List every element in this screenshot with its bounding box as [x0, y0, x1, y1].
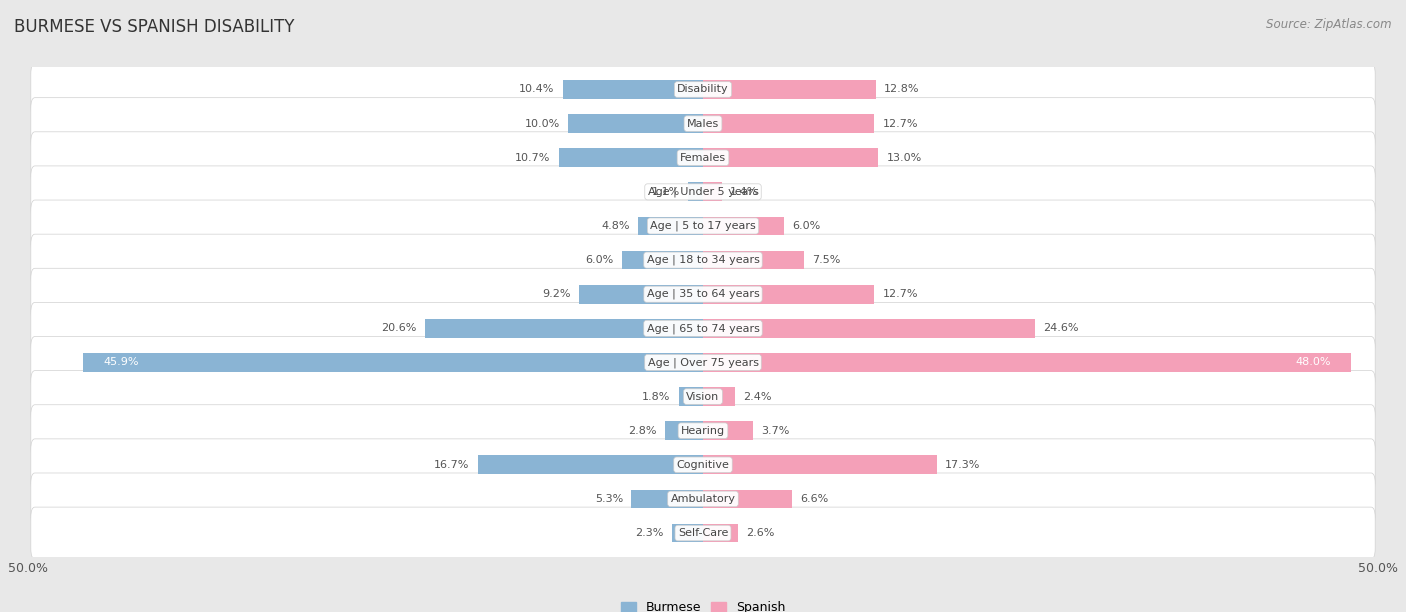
- FancyBboxPatch shape: [31, 268, 1375, 320]
- FancyBboxPatch shape: [31, 371, 1375, 422]
- Bar: [703, 524, 738, 542]
- Bar: [703, 285, 875, 304]
- Text: 6.6%: 6.6%: [800, 494, 828, 504]
- Bar: [679, 387, 703, 406]
- Text: 2.8%: 2.8%: [628, 426, 657, 436]
- Text: 12.7%: 12.7%: [883, 289, 918, 299]
- Text: Disability: Disability: [678, 84, 728, 94]
- Text: 24.6%: 24.6%: [1043, 323, 1078, 334]
- Bar: [665, 421, 703, 440]
- Text: 2.4%: 2.4%: [744, 392, 772, 401]
- Bar: [703, 319, 1035, 338]
- Bar: [703, 148, 879, 167]
- FancyBboxPatch shape: [31, 302, 1375, 354]
- Bar: [703, 490, 792, 509]
- Bar: [688, 182, 703, 201]
- Text: 1.4%: 1.4%: [730, 187, 758, 197]
- Text: 17.3%: 17.3%: [945, 460, 980, 470]
- Text: 1.8%: 1.8%: [643, 392, 671, 401]
- Text: Age | 5 to 17 years: Age | 5 to 17 years: [650, 221, 756, 231]
- Text: Hearing: Hearing: [681, 426, 725, 436]
- Text: 1.1%: 1.1%: [652, 187, 681, 197]
- Text: 10.7%: 10.7%: [515, 153, 551, 163]
- FancyBboxPatch shape: [31, 473, 1375, 525]
- Bar: [562, 80, 703, 99]
- Text: 2.6%: 2.6%: [747, 528, 775, 538]
- Bar: [568, 114, 703, 133]
- Bar: [703, 421, 754, 440]
- FancyBboxPatch shape: [31, 98, 1375, 149]
- Bar: [703, 217, 785, 236]
- FancyBboxPatch shape: [31, 200, 1375, 252]
- Text: 16.7%: 16.7%: [434, 460, 470, 470]
- Bar: [703, 182, 721, 201]
- Text: Age | 18 to 34 years: Age | 18 to 34 years: [647, 255, 759, 266]
- Bar: [631, 490, 703, 509]
- Bar: [672, 524, 703, 542]
- Text: Males: Males: [688, 119, 718, 129]
- Text: Cognitive: Cognitive: [676, 460, 730, 470]
- Text: Source: ZipAtlas.com: Source: ZipAtlas.com: [1267, 18, 1392, 31]
- FancyBboxPatch shape: [31, 337, 1375, 389]
- Text: Vision: Vision: [686, 392, 720, 401]
- FancyBboxPatch shape: [31, 405, 1375, 457]
- FancyBboxPatch shape: [31, 439, 1375, 491]
- Text: Females: Females: [681, 153, 725, 163]
- Bar: [638, 217, 703, 236]
- Bar: [425, 319, 703, 338]
- Text: 48.0%: 48.0%: [1295, 357, 1330, 367]
- Bar: [558, 148, 703, 167]
- Text: Self-Care: Self-Care: [678, 528, 728, 538]
- Bar: [703, 80, 876, 99]
- Text: 6.0%: 6.0%: [792, 221, 820, 231]
- Text: Age | Under 5 years: Age | Under 5 years: [648, 187, 758, 197]
- Text: Age | 35 to 64 years: Age | 35 to 64 years: [647, 289, 759, 299]
- Text: Age | Over 75 years: Age | Over 75 years: [648, 357, 758, 368]
- Text: 5.3%: 5.3%: [595, 494, 623, 504]
- Bar: [703, 353, 1351, 372]
- Text: 7.5%: 7.5%: [813, 255, 841, 265]
- Bar: [703, 387, 735, 406]
- FancyBboxPatch shape: [31, 64, 1375, 116]
- Text: 13.0%: 13.0%: [887, 153, 922, 163]
- Text: 3.7%: 3.7%: [761, 426, 789, 436]
- Text: 2.3%: 2.3%: [636, 528, 664, 538]
- Text: Age | 65 to 74 years: Age | 65 to 74 years: [647, 323, 759, 334]
- Text: 10.4%: 10.4%: [519, 84, 554, 94]
- Text: 12.8%: 12.8%: [884, 84, 920, 94]
- Bar: [579, 285, 703, 304]
- Text: 45.9%: 45.9%: [104, 357, 139, 367]
- Text: 20.6%: 20.6%: [381, 323, 416, 334]
- Legend: Burmese, Spanish: Burmese, Spanish: [620, 602, 786, 612]
- Bar: [83, 353, 703, 372]
- FancyBboxPatch shape: [31, 507, 1375, 559]
- Bar: [703, 455, 936, 474]
- Text: 9.2%: 9.2%: [543, 289, 571, 299]
- FancyBboxPatch shape: [31, 132, 1375, 184]
- Text: 6.0%: 6.0%: [586, 255, 614, 265]
- Text: 12.7%: 12.7%: [883, 119, 918, 129]
- Text: Ambulatory: Ambulatory: [671, 494, 735, 504]
- Bar: [703, 114, 875, 133]
- Text: BURMESE VS SPANISH DISABILITY: BURMESE VS SPANISH DISABILITY: [14, 18, 295, 36]
- Bar: [478, 455, 703, 474]
- Text: 10.0%: 10.0%: [524, 119, 560, 129]
- Bar: [621, 251, 703, 269]
- FancyBboxPatch shape: [31, 234, 1375, 286]
- Text: 4.8%: 4.8%: [602, 221, 630, 231]
- FancyBboxPatch shape: [31, 166, 1375, 218]
- Bar: [703, 251, 804, 269]
